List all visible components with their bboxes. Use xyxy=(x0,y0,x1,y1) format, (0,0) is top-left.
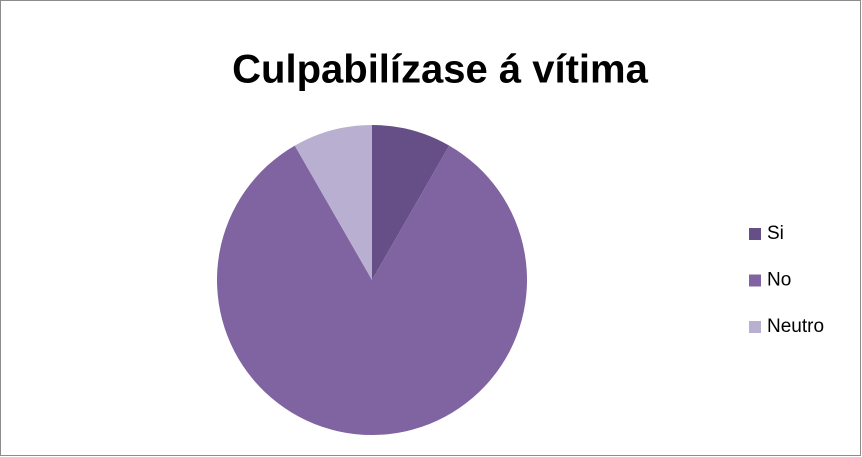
legend-label: Si xyxy=(767,223,784,244)
pie-slice xyxy=(217,145,528,435)
legend-label: No xyxy=(767,270,791,291)
legend-label: Neutro xyxy=(767,316,824,337)
legend-swatch xyxy=(749,274,761,287)
pie-slice xyxy=(294,125,372,280)
chart-title: Culpabilízase á vítima xyxy=(232,48,648,92)
legend-swatch xyxy=(749,321,761,333)
pie-slice xyxy=(372,125,450,280)
legend-swatch xyxy=(749,228,761,240)
